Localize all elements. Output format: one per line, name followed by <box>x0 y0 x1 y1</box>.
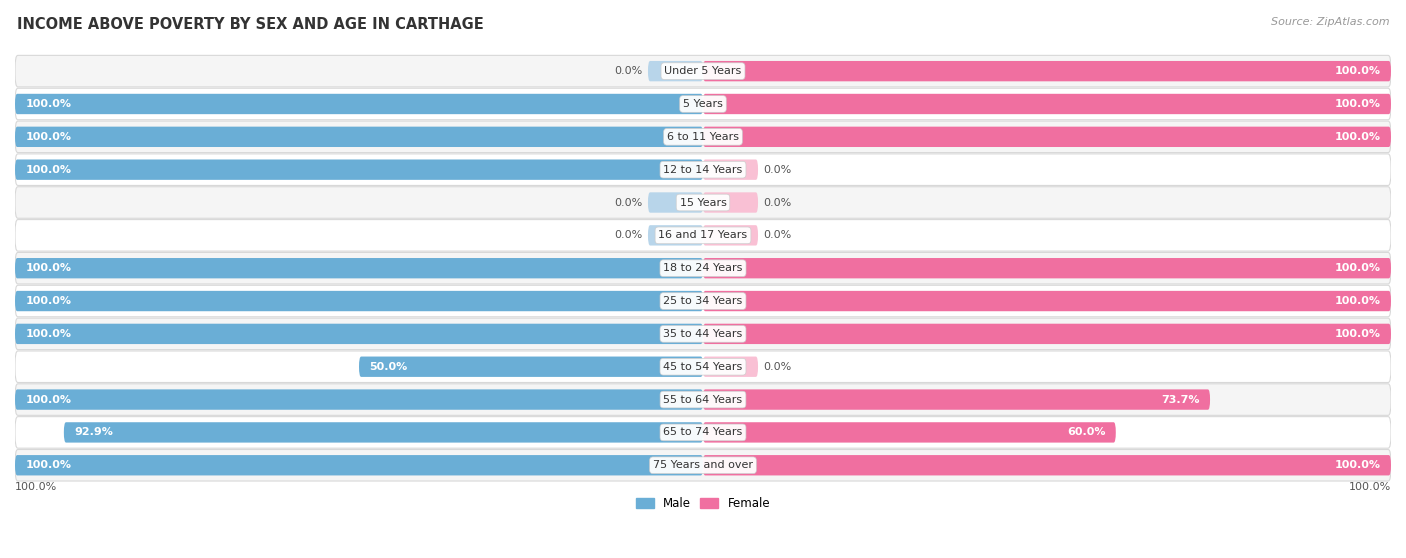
Text: 0.0%: 0.0% <box>763 362 792 372</box>
FancyBboxPatch shape <box>15 258 703 278</box>
Text: 18 to 24 Years: 18 to 24 Years <box>664 263 742 273</box>
Text: 100.0%: 100.0% <box>1334 460 1381 470</box>
FancyBboxPatch shape <box>703 193 758 213</box>
FancyBboxPatch shape <box>703 225 758 246</box>
Text: INCOME ABOVE POVERTY BY SEX AND AGE IN CARTHAGE: INCOME ABOVE POVERTY BY SEX AND AGE IN C… <box>17 17 484 32</box>
FancyBboxPatch shape <box>703 94 1391 114</box>
FancyBboxPatch shape <box>15 384 1391 415</box>
FancyBboxPatch shape <box>15 318 1391 350</box>
FancyBboxPatch shape <box>703 324 1391 344</box>
Text: 0.0%: 0.0% <box>614 198 643 208</box>
Text: 0.0%: 0.0% <box>763 198 792 208</box>
FancyBboxPatch shape <box>703 127 1391 147</box>
Text: 55 to 64 Years: 55 to 64 Years <box>664 395 742 405</box>
Text: 100.0%: 100.0% <box>1334 329 1381 339</box>
Text: 0.0%: 0.0% <box>614 230 643 240</box>
Text: 100.0%: 100.0% <box>1334 263 1381 273</box>
Text: 100.0%: 100.0% <box>25 263 72 273</box>
FancyBboxPatch shape <box>359 357 703 377</box>
FancyBboxPatch shape <box>15 285 1391 317</box>
Text: 100.0%: 100.0% <box>15 482 58 492</box>
Text: 12 to 14 Years: 12 to 14 Years <box>664 165 742 175</box>
FancyBboxPatch shape <box>648 225 703 246</box>
FancyBboxPatch shape <box>63 422 703 442</box>
Text: 100.0%: 100.0% <box>25 296 72 306</box>
FancyBboxPatch shape <box>15 252 1391 284</box>
FancyBboxPatch shape <box>703 357 758 377</box>
FancyBboxPatch shape <box>703 258 1391 278</box>
FancyBboxPatch shape <box>703 291 1391 311</box>
Text: 100.0%: 100.0% <box>1334 296 1381 306</box>
Text: 5 Years: 5 Years <box>683 99 723 109</box>
Text: 100.0%: 100.0% <box>25 460 72 470</box>
Text: 100.0%: 100.0% <box>25 132 72 142</box>
Text: 0.0%: 0.0% <box>614 66 643 76</box>
Text: 0.0%: 0.0% <box>763 165 792 175</box>
Text: Under 5 Years: Under 5 Years <box>665 66 741 76</box>
FancyBboxPatch shape <box>703 422 1116 442</box>
Text: 100.0%: 100.0% <box>1334 99 1381 109</box>
Text: 100.0%: 100.0% <box>25 329 72 339</box>
Text: 0.0%: 0.0% <box>763 230 792 240</box>
FancyBboxPatch shape <box>15 127 703 147</box>
FancyBboxPatch shape <box>15 94 703 114</box>
Text: 60.0%: 60.0% <box>1067 427 1105 437</box>
Text: 100.0%: 100.0% <box>1348 482 1391 492</box>
FancyBboxPatch shape <box>15 220 1391 251</box>
FancyBboxPatch shape <box>648 193 703 213</box>
FancyBboxPatch shape <box>15 351 1391 382</box>
Text: 100.0%: 100.0% <box>25 99 72 109</box>
FancyBboxPatch shape <box>703 455 1391 475</box>
Text: 50.0%: 50.0% <box>370 362 408 372</box>
FancyBboxPatch shape <box>15 450 1391 481</box>
Text: 45 to 54 Years: 45 to 54 Years <box>664 362 742 372</box>
Text: 65 to 74 Years: 65 to 74 Years <box>664 427 742 437</box>
FancyBboxPatch shape <box>15 291 703 311</box>
FancyBboxPatch shape <box>15 121 1391 152</box>
Text: Source: ZipAtlas.com: Source: ZipAtlas.com <box>1271 17 1389 27</box>
FancyBboxPatch shape <box>648 61 703 81</box>
Text: 92.9%: 92.9% <box>75 427 112 437</box>
FancyBboxPatch shape <box>703 389 1211 410</box>
Text: 6 to 11 Years: 6 to 11 Years <box>666 132 740 142</box>
FancyBboxPatch shape <box>15 55 1391 87</box>
FancyBboxPatch shape <box>15 187 1391 218</box>
FancyBboxPatch shape <box>15 160 703 180</box>
Text: 25 to 34 Years: 25 to 34 Years <box>664 296 742 306</box>
Text: 75 Years and over: 75 Years and over <box>652 460 754 470</box>
FancyBboxPatch shape <box>15 324 703 344</box>
Text: 100.0%: 100.0% <box>25 395 72 405</box>
Text: 35 to 44 Years: 35 to 44 Years <box>664 329 742 339</box>
FancyBboxPatch shape <box>15 389 703 410</box>
Text: 73.7%: 73.7% <box>1161 395 1199 405</box>
Text: 100.0%: 100.0% <box>1334 66 1381 76</box>
Text: 15 Years: 15 Years <box>679 198 727 208</box>
Text: 100.0%: 100.0% <box>1334 132 1381 142</box>
FancyBboxPatch shape <box>15 154 1391 185</box>
FancyBboxPatch shape <box>15 455 703 475</box>
FancyBboxPatch shape <box>15 88 1391 120</box>
FancyBboxPatch shape <box>15 417 1391 448</box>
Text: 100.0%: 100.0% <box>25 165 72 175</box>
Text: 16 and 17 Years: 16 and 17 Years <box>658 230 748 240</box>
FancyBboxPatch shape <box>703 160 758 180</box>
Legend: Male, Female: Male, Female <box>631 493 775 515</box>
FancyBboxPatch shape <box>703 61 1391 81</box>
